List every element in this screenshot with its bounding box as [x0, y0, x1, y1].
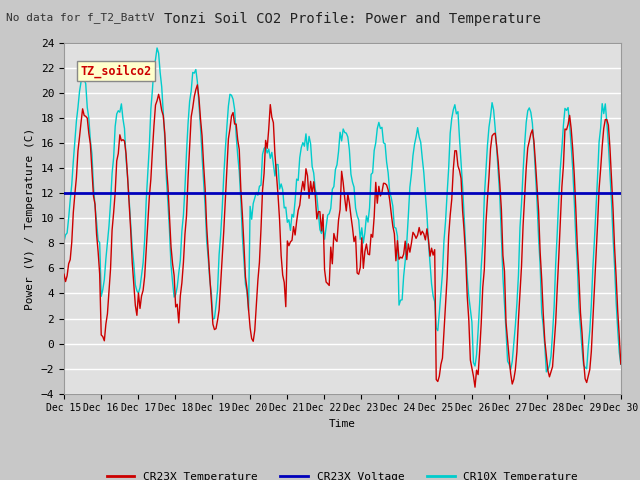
- Y-axis label: Power (V) / Temperature (C): Power (V) / Temperature (C): [25, 127, 35, 310]
- Legend: CR23X Temperature, CR23X Voltage, CR10X Temperature: CR23X Temperature, CR23X Voltage, CR10X …: [102, 467, 582, 480]
- X-axis label: Time: Time: [329, 419, 356, 429]
- Text: Tonzi Soil CO2 Profile: Power and Temperature: Tonzi Soil CO2 Profile: Power and Temper…: [164, 12, 540, 26]
- Text: No data for f_T2_BattV: No data for f_T2_BattV: [6, 12, 155, 23]
- Text: TZ_soilco2: TZ_soilco2: [81, 64, 152, 78]
